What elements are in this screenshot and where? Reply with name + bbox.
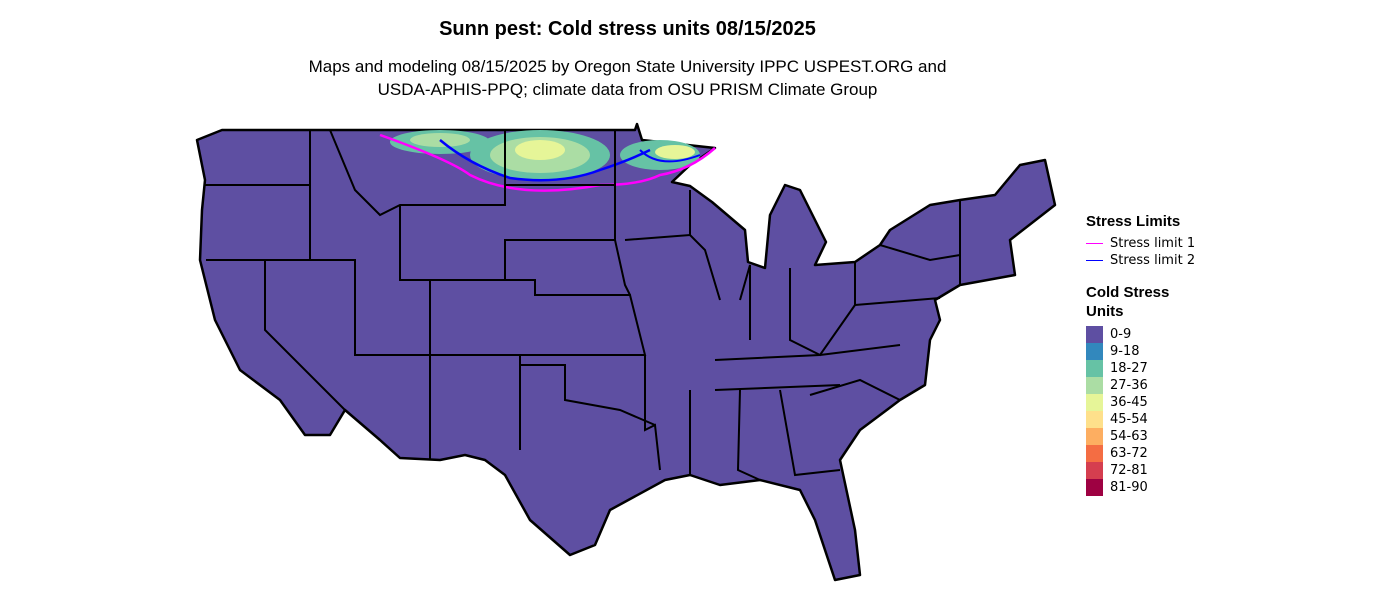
legend-swatch [1086, 326, 1103, 343]
legend-swatch [1086, 428, 1103, 445]
legend-label: 81-90 [1110, 480, 1148, 495]
legend-item-units: 81-90 [1086, 479, 1169, 496]
legend-item-units: 72-81 [1086, 462, 1169, 479]
legend-swatch [1086, 377, 1103, 394]
legend-label: 63-72 [1110, 446, 1148, 461]
us-outline [195, 122, 1057, 582]
legend-label: Stress limit 2 [1110, 253, 1196, 268]
legend-label: 45-54 [1110, 412, 1148, 427]
legend-item-units: 27-36 [1086, 377, 1169, 394]
legend-label: 36-45 [1110, 395, 1148, 410]
legend-item-units: 36-45 [1086, 394, 1169, 411]
stress-limits-legend-title: Stress Limits [1086, 213, 1181, 230]
stress-limit-1-swatch [1086, 243, 1103, 244]
legend-swatch [1086, 343, 1103, 360]
legend-label: 54-63 [1110, 429, 1148, 444]
legend-swatch [1086, 462, 1103, 479]
map-title: Sunn pest: Cold stress units 08/15/2025 [439, 18, 816, 40]
legend-swatch [1086, 479, 1103, 496]
legend-label: 18-27 [1110, 361, 1148, 376]
legend-label: 27-36 [1110, 378, 1148, 393]
units-legend-title-line-1: Cold Stress [1086, 284, 1170, 301]
legend-item-units: 18-27 [1086, 360, 1169, 377]
legend-item-units: 63-72 [1086, 445, 1169, 462]
legend-label: 0-9 [1110, 327, 1132, 342]
legend-item-units: 0-9 [1086, 326, 1169, 343]
legend-label: 72-81 [1110, 463, 1148, 478]
legend-item-units: 9-18 [1086, 343, 1169, 360]
legend-label: Stress limit 1 [1110, 236, 1196, 251]
state-boundaries [205, 129, 961, 481]
stress-limit-2-swatch [1086, 260, 1103, 261]
stress-limits-legend: Stress Limits Stress limit 1 Stress limi… [1086, 212, 1195, 269]
subtitle-line-1: Maps and modeling 08/15/2025 by Oregon S… [308, 57, 947, 76]
legend-item-stress-limit-1: Stress limit 1 [1086, 235, 1195, 252]
map-subtitle: Maps and modeling 08/15/2025 by Oregon S… [0, 55, 1255, 101]
legend-label: 9-18 [1110, 344, 1140, 359]
units-legend-title-line-2: Units [1086, 303, 1124, 320]
legend-item-units: 54-63 [1086, 428, 1169, 445]
legend-swatch [1086, 394, 1103, 411]
legend-swatch [1086, 445, 1103, 462]
legend-item-units: 45-54 [1086, 411, 1169, 428]
legend-swatch [1086, 411, 1103, 428]
legend-item-stress-limit-2: Stress limit 2 [1086, 252, 1195, 269]
legend-swatch [1086, 360, 1103, 377]
subtitle-line-2: USDA-APHIS-PPQ; climate data from OSU PR… [377, 80, 878, 99]
cold-stress-units-legend: Cold Stress Units 0-9 9-18 18-27 27-36 36-45… [1086, 283, 1169, 496]
